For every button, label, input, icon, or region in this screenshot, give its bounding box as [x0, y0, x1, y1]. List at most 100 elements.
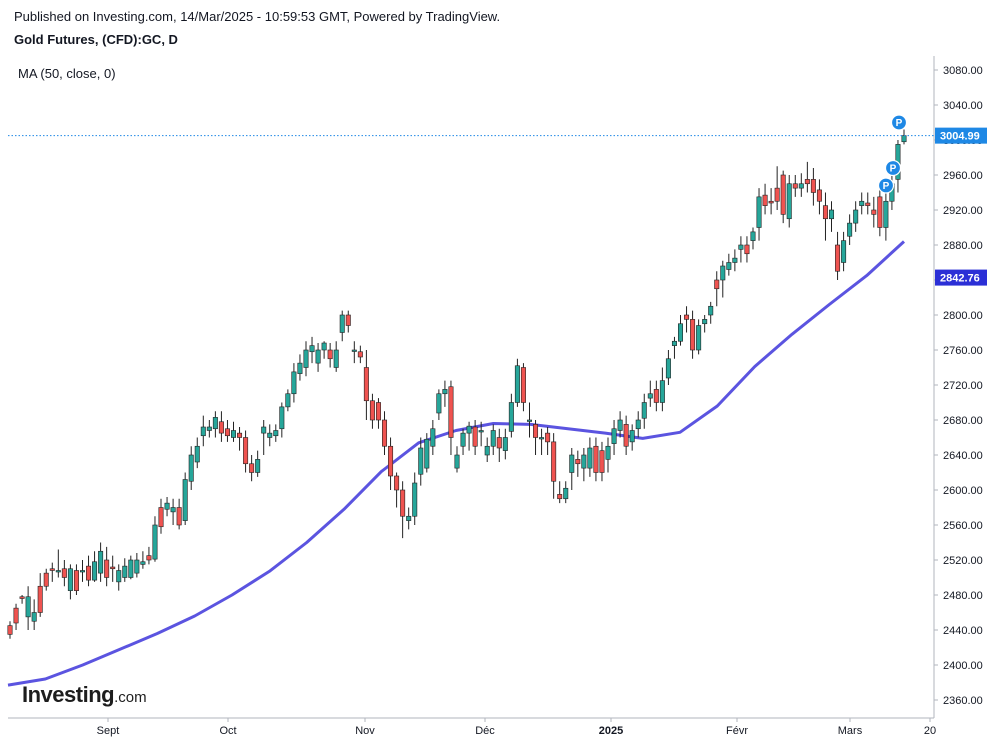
- candle: [641, 393, 647, 429]
- candle: [871, 196, 877, 228]
- candle: [539, 428, 545, 455]
- candle: [841, 231, 847, 272]
- candle-body: [424, 438, 430, 469]
- candle-body: [502, 437, 508, 451]
- candle-body: [563, 487, 569, 500]
- candle-body: [128, 559, 134, 578]
- candle: [182, 472, 188, 525]
- candle-body: [333, 349, 339, 368]
- candle: [732, 249, 738, 272]
- candle-body: [871, 209, 877, 215]
- y-tick-label: 2720.00: [943, 380, 983, 392]
- ma-value-label: 2842.76: [940, 273, 980, 285]
- chart-title: Gold Futures, (CFD):GC, D: [14, 32, 178, 47]
- candle: [810, 168, 816, 206]
- candle: [496, 428, 502, 462]
- y-tick-label: 2800.00: [943, 310, 983, 322]
- candle: [357, 345, 363, 364]
- investing-logo: Investing.com: [22, 682, 147, 708]
- candle: [859, 192, 865, 215]
- candle-body: [86, 565, 92, 581]
- candle-body: [237, 432, 243, 438]
- x-tick-label: Déc: [475, 725, 495, 737]
- candle: [86, 555, 92, 587]
- candle-body: [472, 426, 478, 447]
- candle-body: [514, 365, 520, 403]
- candle: [297, 354, 303, 381]
- candle-body: [412, 482, 418, 517]
- candle: [424, 433, 430, 473]
- candle-body: [496, 437, 502, 449]
- candle-body: [134, 559, 140, 574]
- y-tick-label: 2680.00: [943, 415, 983, 427]
- candle-body: [388, 445, 394, 477]
- candle-body: [738, 244, 744, 250]
- x-tick-label: 2025: [599, 725, 623, 737]
- candle-body: [629, 430, 635, 443]
- candle-body: [581, 454, 587, 469]
- candle-body: [351, 349, 357, 352]
- ma-line: [7, 240, 906, 687]
- candle-body: [798, 183, 804, 189]
- candle: [327, 343, 333, 368]
- candle: [73, 564, 79, 595]
- candle-body: [261, 426, 267, 434]
- candle: [533, 420, 539, 455]
- candle-body: [635, 419, 641, 430]
- candle: [25, 586, 31, 630]
- candle: [804, 161, 810, 193]
- candle-body: [847, 222, 853, 237]
- p-marker-icon[interactable]: P: [890, 114, 908, 131]
- candle: [545, 427, 551, 455]
- candle-body: [73, 570, 79, 591]
- candle: [249, 455, 255, 482]
- candle-body: [774, 187, 780, 202]
- candle: [273, 424, 279, 442]
- candle: [13, 603, 19, 630]
- candle: [708, 301, 714, 324]
- candle-body: [13, 607, 19, 624]
- candle: [116, 564, 122, 591]
- candle: [255, 450, 261, 477]
- y-tick-label: 2600.00: [943, 485, 983, 497]
- candle-body: [641, 402, 647, 419]
- candle: [61, 560, 67, 587]
- candle-body: [255, 459, 261, 473]
- candle-body: [67, 568, 73, 591]
- candle: [406, 507, 412, 530]
- candle-body: [140, 561, 146, 565]
- candle: [883, 192, 889, 241]
- candle: [563, 481, 569, 504]
- candle: [587, 437, 593, 477]
- candle: [194, 437, 200, 469]
- ma-layer: [7, 240, 906, 687]
- candle: [279, 402, 285, 438]
- candle-body: [206, 426, 212, 431]
- candle-body: [442, 389, 448, 395]
- candle-body: [623, 424, 629, 447]
- candle: [152, 516, 158, 562]
- candle-body: [303, 349, 309, 368]
- candle: [605, 437, 611, 473]
- candle-body: [708, 305, 714, 316]
- candle-body: [327, 349, 333, 360]
- candle-body: [835, 244, 841, 272]
- candle: [623, 415, 629, 455]
- candle: [768, 188, 774, 215]
- candle-body: [829, 209, 835, 220]
- ma-value-tag: [935, 269, 987, 286]
- candle-body: [309, 345, 315, 353]
- candle: [816, 179, 822, 215]
- candle-body: [599, 450, 605, 473]
- y-tick-label: 2640.00: [943, 450, 983, 462]
- p-marker-icon[interactable]: P: [884, 159, 902, 177]
- candle-body: [859, 200, 865, 206]
- candle-body: [466, 425, 472, 434]
- candle: [333, 341, 339, 372]
- candle: [822, 192, 828, 241]
- candle: [394, 472, 400, 508]
- p-marker-icon[interactable]: P: [877, 177, 895, 194]
- candle: [508, 393, 514, 438]
- candle-body: [92, 561, 98, 581]
